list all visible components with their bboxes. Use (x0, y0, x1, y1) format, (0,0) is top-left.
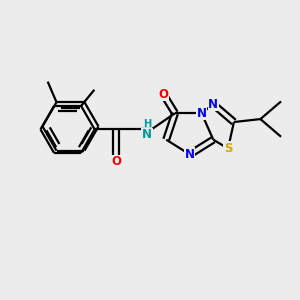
Text: O: O (111, 155, 121, 168)
Text: H: H (143, 119, 151, 129)
Text: N: N (208, 98, 218, 111)
Text: S: S (224, 142, 232, 155)
Text: N: N (196, 107, 206, 120)
Text: N: N (185, 148, 195, 161)
Text: O: O (158, 88, 168, 100)
Text: N: N (142, 128, 152, 141)
